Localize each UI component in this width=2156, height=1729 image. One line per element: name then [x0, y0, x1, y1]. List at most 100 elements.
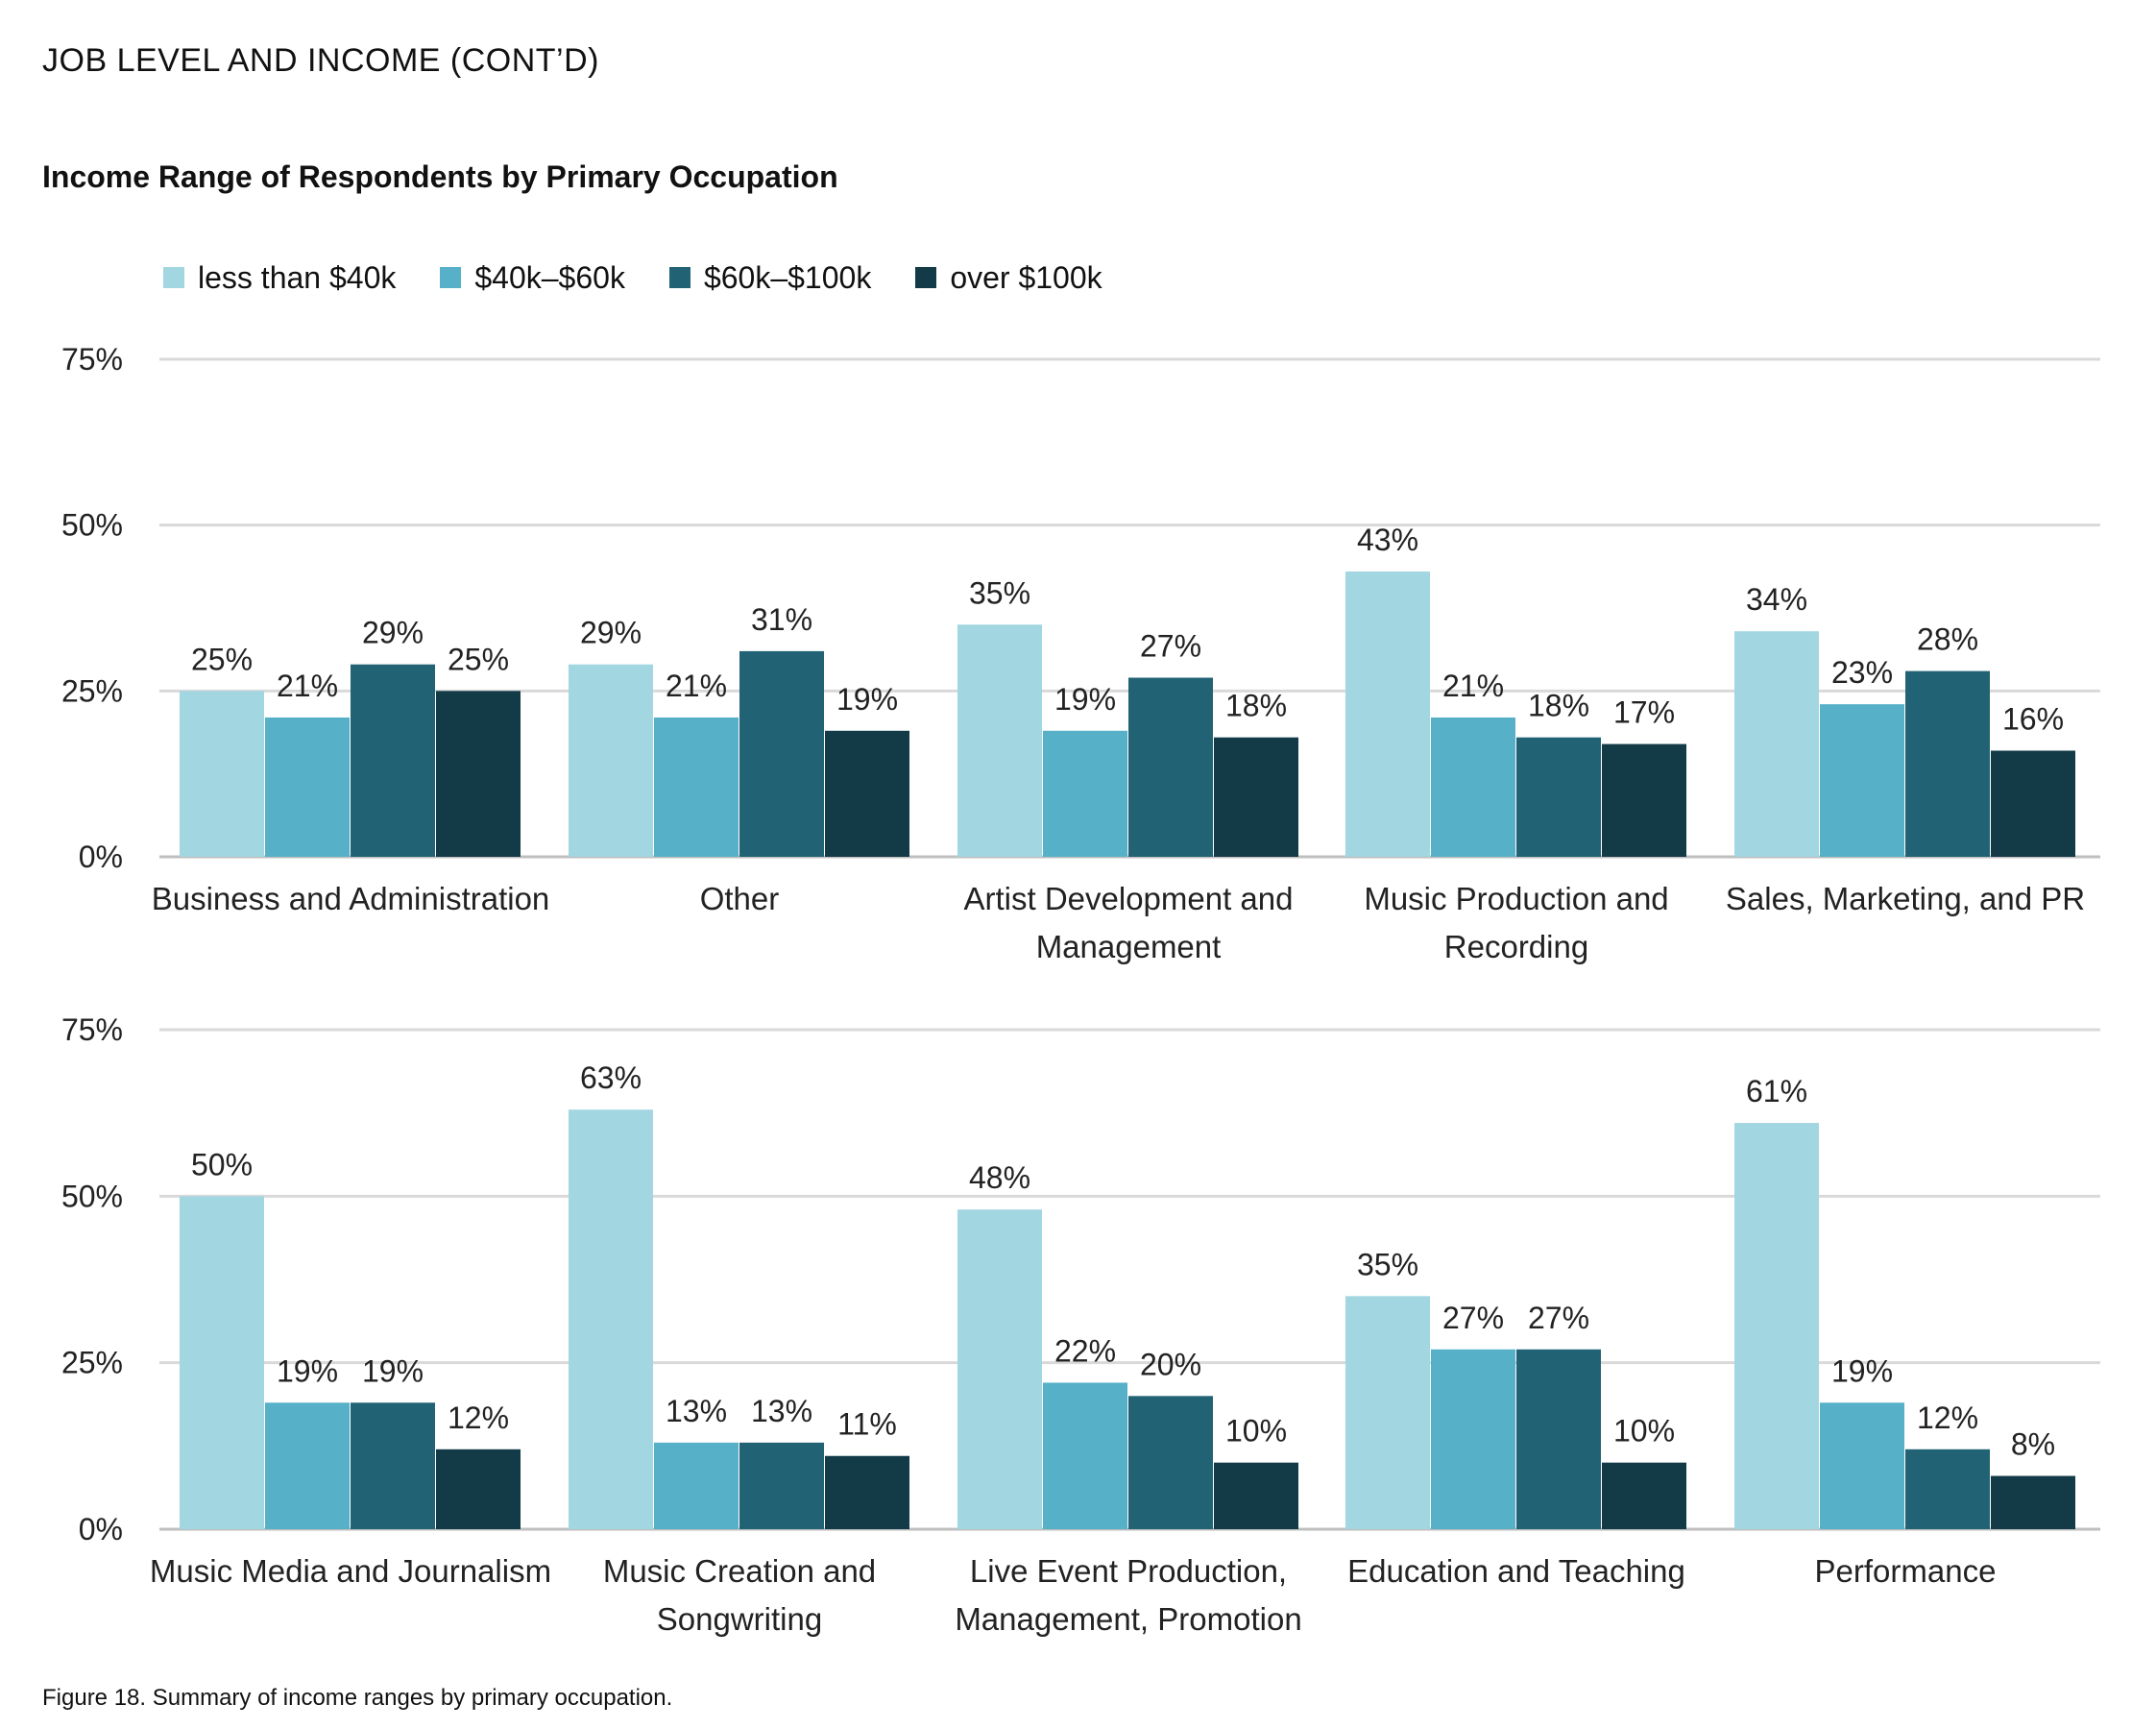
legend-item-less-than-40k: less than $40k: [163, 260, 396, 296]
bar: [1516, 1349, 1601, 1529]
legend-swatch-over-100k: [915, 267, 937, 288]
bar-value-label: 11%: [837, 1407, 897, 1442]
bar-value-label: 43%: [1357, 523, 1418, 557]
category-label: Other: [700, 881, 780, 916]
bar-value-label: 17%: [1613, 695, 1675, 730]
bar: [1128, 1396, 1213, 1529]
bar: [1431, 717, 1515, 857]
y-tick-label: 75%: [61, 342, 123, 377]
bar-value-label: 25%: [191, 642, 253, 676]
bar-value-label: 18%: [1225, 689, 1287, 723]
legend-label-40k-60k: $40k–$60k: [474, 259, 625, 295]
category-label: Music Media and Journalism: [150, 1553, 551, 1589]
bar-value-label: 19%: [362, 1353, 424, 1388]
bar-value-label: 29%: [362, 616, 424, 650]
bar-value-label: 35%: [969, 575, 1030, 610]
bar: [351, 664, 435, 857]
bar: [1602, 1462, 1686, 1529]
bar: [739, 1442, 824, 1529]
y-tick-label: 25%: [61, 1346, 123, 1380]
bar: [180, 691, 264, 857]
bar-value-label: 23%: [1831, 655, 1893, 690]
section-title: JOB LEVEL AND INCOME (CONT’D): [42, 42, 599, 79]
legend-label-less-than-40k: less than $40k: [198, 259, 397, 295]
bar: [1128, 677, 1213, 857]
legend-swatch-less-than-40k: [163, 267, 184, 288]
legend-swatch-60k-100k: [668, 267, 690, 288]
bar-value-label: 19%: [1054, 682, 1116, 717]
bar: [1602, 743, 1686, 857]
bar-value-label: 21%: [277, 669, 338, 703]
bar-value-label: 35%: [1357, 1247, 1418, 1281]
bar-value-label: 16%: [2002, 701, 2064, 736]
bar: [957, 1209, 1042, 1529]
bar-value-label: 21%: [1442, 669, 1504, 703]
bar: [654, 1442, 739, 1529]
bar-value-label: 19%: [836, 682, 898, 717]
bar-value-label: 48%: [969, 1160, 1030, 1195]
figure-caption: Figure 18. Summary of income ranges by p…: [42, 1685, 673, 1711]
legend-item-40k-60k: $40k–$60k: [440, 260, 625, 296]
bar: [180, 1196, 264, 1529]
bar-value-label: 13%: [751, 1394, 812, 1428]
bar-value-label: 27%: [1442, 1301, 1504, 1335]
bar: [1345, 1296, 1430, 1529]
bar: [1991, 750, 2075, 857]
bar-value-label: 63%: [580, 1060, 642, 1095]
bar: [1345, 572, 1430, 857]
bar-value-label: 10%: [1225, 1414, 1287, 1449]
bar-value-label: 25%: [448, 642, 509, 676]
category-label: Music Creation and: [603, 1553, 876, 1589]
category-label: Performance: [1815, 1553, 1997, 1589]
bar-value-label: 27%: [1528, 1301, 1589, 1335]
y-tick-label: 50%: [61, 508, 123, 543]
category-label: Business and Administration: [152, 881, 550, 916]
bar: [1905, 1449, 1990, 1529]
bar: [265, 717, 350, 857]
bar-value-label: 12%: [448, 1400, 509, 1435]
legend-item-60k-100k: $60k–$100k: [668, 259, 872, 296]
bar-value-label: 28%: [1917, 622, 1978, 657]
y-tick-label: 50%: [61, 1179, 123, 1213]
bar: [1734, 1123, 1819, 1529]
y-tick-label: 75%: [61, 1012, 123, 1047]
bar: [265, 1402, 350, 1529]
bar: [569, 664, 653, 857]
bar: [825, 730, 909, 857]
bar-value-label: 50%: [191, 1147, 253, 1181]
legend-item-over-100k: over $100k: [915, 260, 1102, 296]
bar: [569, 1109, 653, 1529]
bar-value-label: 29%: [580, 616, 642, 650]
bar-value-label: 22%: [1054, 1333, 1116, 1368]
bar: [1991, 1475, 2075, 1529]
bar: [436, 1449, 521, 1529]
bar-value-label: 18%: [1528, 689, 1589, 723]
bar-value-label: 61%: [1746, 1074, 1807, 1108]
legend-label-60k-100k: $60k–$100k: [703, 259, 872, 295]
bar-value-label: 20%: [1140, 1347, 1201, 1381]
category-label: Recording: [1444, 929, 1588, 964]
bar: [957, 624, 1042, 857]
bar-value-label: 10%: [1613, 1414, 1675, 1449]
bar-value-label: 19%: [277, 1353, 338, 1388]
y-tick-label: 25%: [61, 673, 123, 708]
y-tick-label: 0%: [79, 1512, 123, 1546]
bar-value-label: 19%: [1831, 1353, 1893, 1388]
category-label: Music Production and: [1364, 881, 1668, 916]
bar: [1820, 704, 1904, 857]
bar: [654, 717, 739, 857]
y-tick-label: 0%: [79, 840, 123, 874]
bar: [1214, 1462, 1298, 1529]
bar: [436, 691, 521, 857]
chart-legend: less than $40k $40k–$60k $60k–$100k over…: [163, 257, 1147, 298]
legend-swatch-40k-60k: [440, 267, 462, 288]
bar: [1043, 730, 1127, 857]
category-label: Live Event Production,: [970, 1553, 1287, 1589]
bar: [1214, 737, 1298, 857]
legend-label-over-100k: over $100k: [950, 259, 1102, 295]
bar: [1431, 1349, 1515, 1529]
bar: [825, 1455, 909, 1529]
bar-value-label: 21%: [666, 669, 727, 703]
category-label: Education and Teaching: [1347, 1553, 1685, 1589]
